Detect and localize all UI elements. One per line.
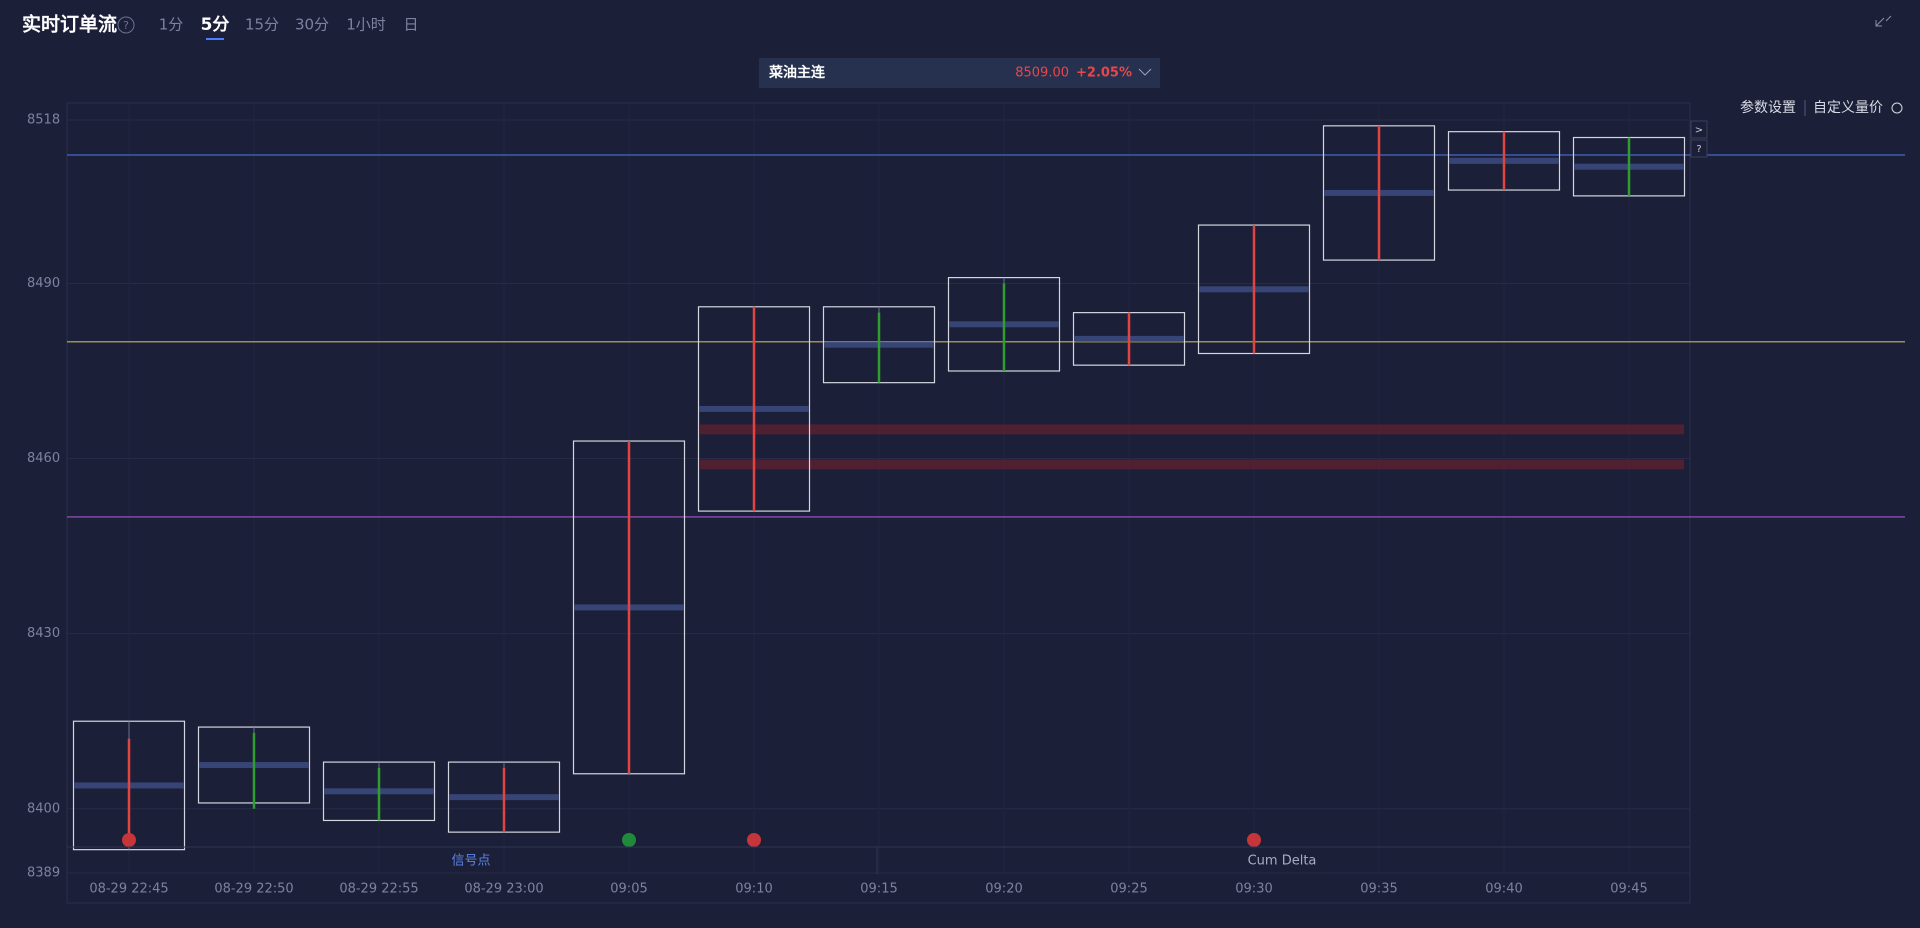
side-button-text[interactable]: ? bbox=[1696, 144, 1701, 155]
x-tick-label: 09:05 bbox=[610, 882, 647, 897]
title: 实时订单流 bbox=[22, 13, 117, 36]
timeframe-tab[interactable]: 5分 bbox=[201, 15, 230, 35]
x-tick-label: 09:35 bbox=[1360, 882, 1397, 897]
signal-icon[interactable] bbox=[1247, 833, 1261, 847]
side-button[interactable] bbox=[1690, 120, 1708, 139]
signal-icon[interactable] bbox=[747, 833, 761, 847]
settings-icon[interactable] bbox=[1891, 102, 1903, 114]
x-tick-label: 09:40 bbox=[1485, 882, 1522, 897]
x-tick-label: 08-29 22:55 bbox=[339, 882, 418, 897]
y-tick-label: 8400 bbox=[27, 801, 60, 816]
x-tick-label: 09:20 bbox=[985, 882, 1022, 897]
level-band bbox=[700, 459, 1684, 470]
signal-icon[interactable] bbox=[622, 833, 636, 847]
y-tick-label: 8518 bbox=[27, 113, 60, 128]
ticker-price: 8509.00 bbox=[1015, 66, 1069, 81]
settings[interactable]: 参数设置 bbox=[1740, 99, 1796, 116]
timeframe-tab[interactable]: 30分 bbox=[295, 16, 329, 34]
level-band bbox=[700, 424, 1684, 435]
help-icon[interactable] bbox=[117, 16, 135, 34]
x-tick-label: 09:30 bbox=[1235, 882, 1272, 897]
timeframe-tab[interactable]: 1分 bbox=[159, 16, 184, 34]
timeframe-tab[interactable]: 1小时 bbox=[346, 16, 386, 34]
timeframe-tab[interactable]: 日 bbox=[403, 16, 418, 34]
ticker-box[interactable] bbox=[759, 58, 1160, 88]
cum-delta-label[interactable]: Cum Delta bbox=[1248, 854, 1317, 869]
y-tick-label: 8490 bbox=[27, 276, 60, 291]
side-button-text[interactable]: > bbox=[1695, 125, 1703, 136]
custom-volume-price[interactable]: 自定义量价 bbox=[1813, 100, 1883, 116]
y-tick-label: 8389 bbox=[27, 866, 60, 881]
x-tick-label: 09:45 bbox=[1610, 882, 1647, 897]
x-tick-label: 09:25 bbox=[1110, 882, 1147, 897]
active-tab-underline bbox=[206, 38, 224, 40]
signal-panel-label[interactable]: 信号点 bbox=[451, 854, 490, 869]
timeframe-tab[interactable]: 15分 bbox=[245, 16, 279, 34]
y-tick-label: 8430 bbox=[27, 626, 60, 641]
dropdown-arrow[interactable] bbox=[1138, 68, 1152, 76]
signal-icon[interactable] bbox=[122, 833, 136, 847]
ticker-change: +2.05% bbox=[1076, 66, 1132, 81]
x-tick-label: 09:10 bbox=[735, 882, 772, 897]
y-tick-label: 8460 bbox=[27, 451, 60, 466]
x-tick-label: 09:15 bbox=[860, 882, 897, 897]
side-button[interactable] bbox=[1690, 139, 1708, 158]
x-tick-label: 08-29 22:50 bbox=[214, 882, 293, 897]
x-tick-label: 08-29 22:45 bbox=[89, 882, 168, 897]
collapse-icon[interactable] bbox=[1875, 15, 1892, 27]
help-text[interactable]: ? bbox=[123, 19, 129, 32]
x-tick-label: 08-29 23:00 bbox=[464, 882, 543, 897]
ticker-name: 菜油主连 bbox=[768, 64, 826, 81]
